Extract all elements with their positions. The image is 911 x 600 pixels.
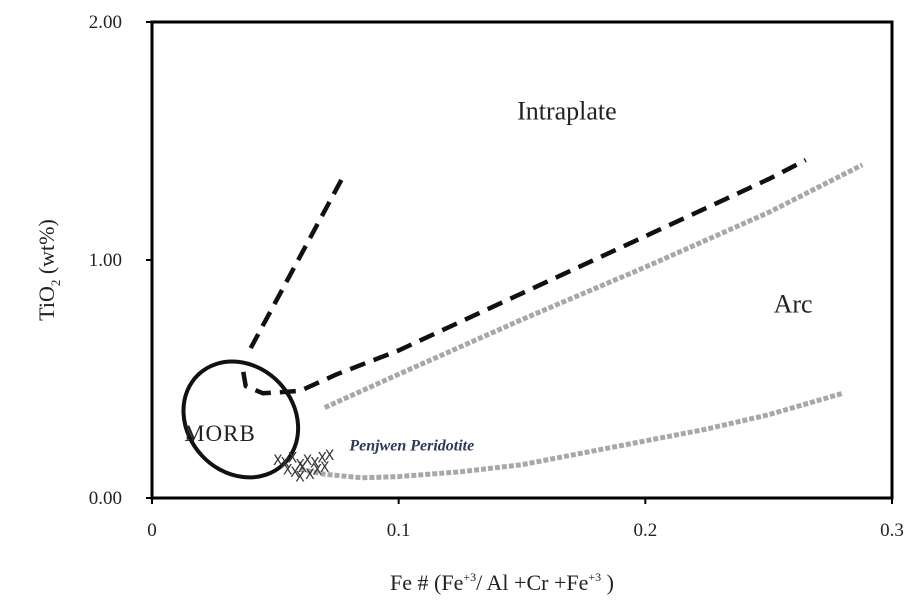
sample-point: X	[280, 455, 290, 471]
y-tick-label: 1.00	[89, 250, 122, 271]
sample-point: X	[312, 462, 322, 478]
axes: 0 0.1 0.2 0.3 0.00 1.00 2.00	[89, 12, 904, 541]
sample-point: X	[290, 465, 300, 481]
sample-point: X	[303, 453, 313, 469]
y-tick-label: 2.00	[89, 12, 122, 33]
sample-point: X	[317, 451, 327, 467]
series-label: Penjwen Peridotite	[348, 437, 474, 454]
sample-point: X	[295, 458, 305, 474]
sample-point: X	[325, 448, 335, 464]
dashed-boundary-line	[248, 173, 347, 350]
sample-point: X	[320, 460, 330, 476]
dotted-boundary-line	[323, 162, 864, 410]
sample-point: X	[305, 467, 315, 483]
x-tick-label: 0.2	[633, 520, 657, 541]
sample-point: X	[273, 453, 283, 469]
sample-point: X	[295, 470, 305, 486]
x-axis-title: Fe # (Fe+3/ Al +Cr +Fe+3 )	[390, 570, 614, 595]
y-tick-label: 0.00	[89, 488, 122, 509]
field-boundaries	[241, 158, 864, 481]
sample-point: X	[310, 455, 320, 471]
region-labels: Intraplate Arc MORB Penjwen Peridotite	[184, 97, 813, 455]
region-label-arc: Arc	[774, 289, 813, 318]
sample-point: X	[283, 462, 293, 478]
x-tick-label: 0.3	[880, 520, 904, 541]
dotted-boundary-line	[299, 390, 844, 481]
plot-frame	[150, 20, 894, 500]
region-label-intraplate: Intraplate	[517, 97, 617, 126]
y-axis-title: TiO2 (wt%)	[34, 219, 63, 321]
morb-field	[181, 359, 301, 480]
x-tick-label: 0.1	[387, 520, 411, 541]
morb-label: MORB	[184, 421, 256, 446]
dashed-boundary-line	[241, 158, 807, 396]
morb-ellipse	[181, 359, 301, 480]
sample-point: X	[298, 460, 308, 476]
x-tick-label: 0	[147, 520, 157, 541]
sample-point: X	[288, 451, 298, 467]
